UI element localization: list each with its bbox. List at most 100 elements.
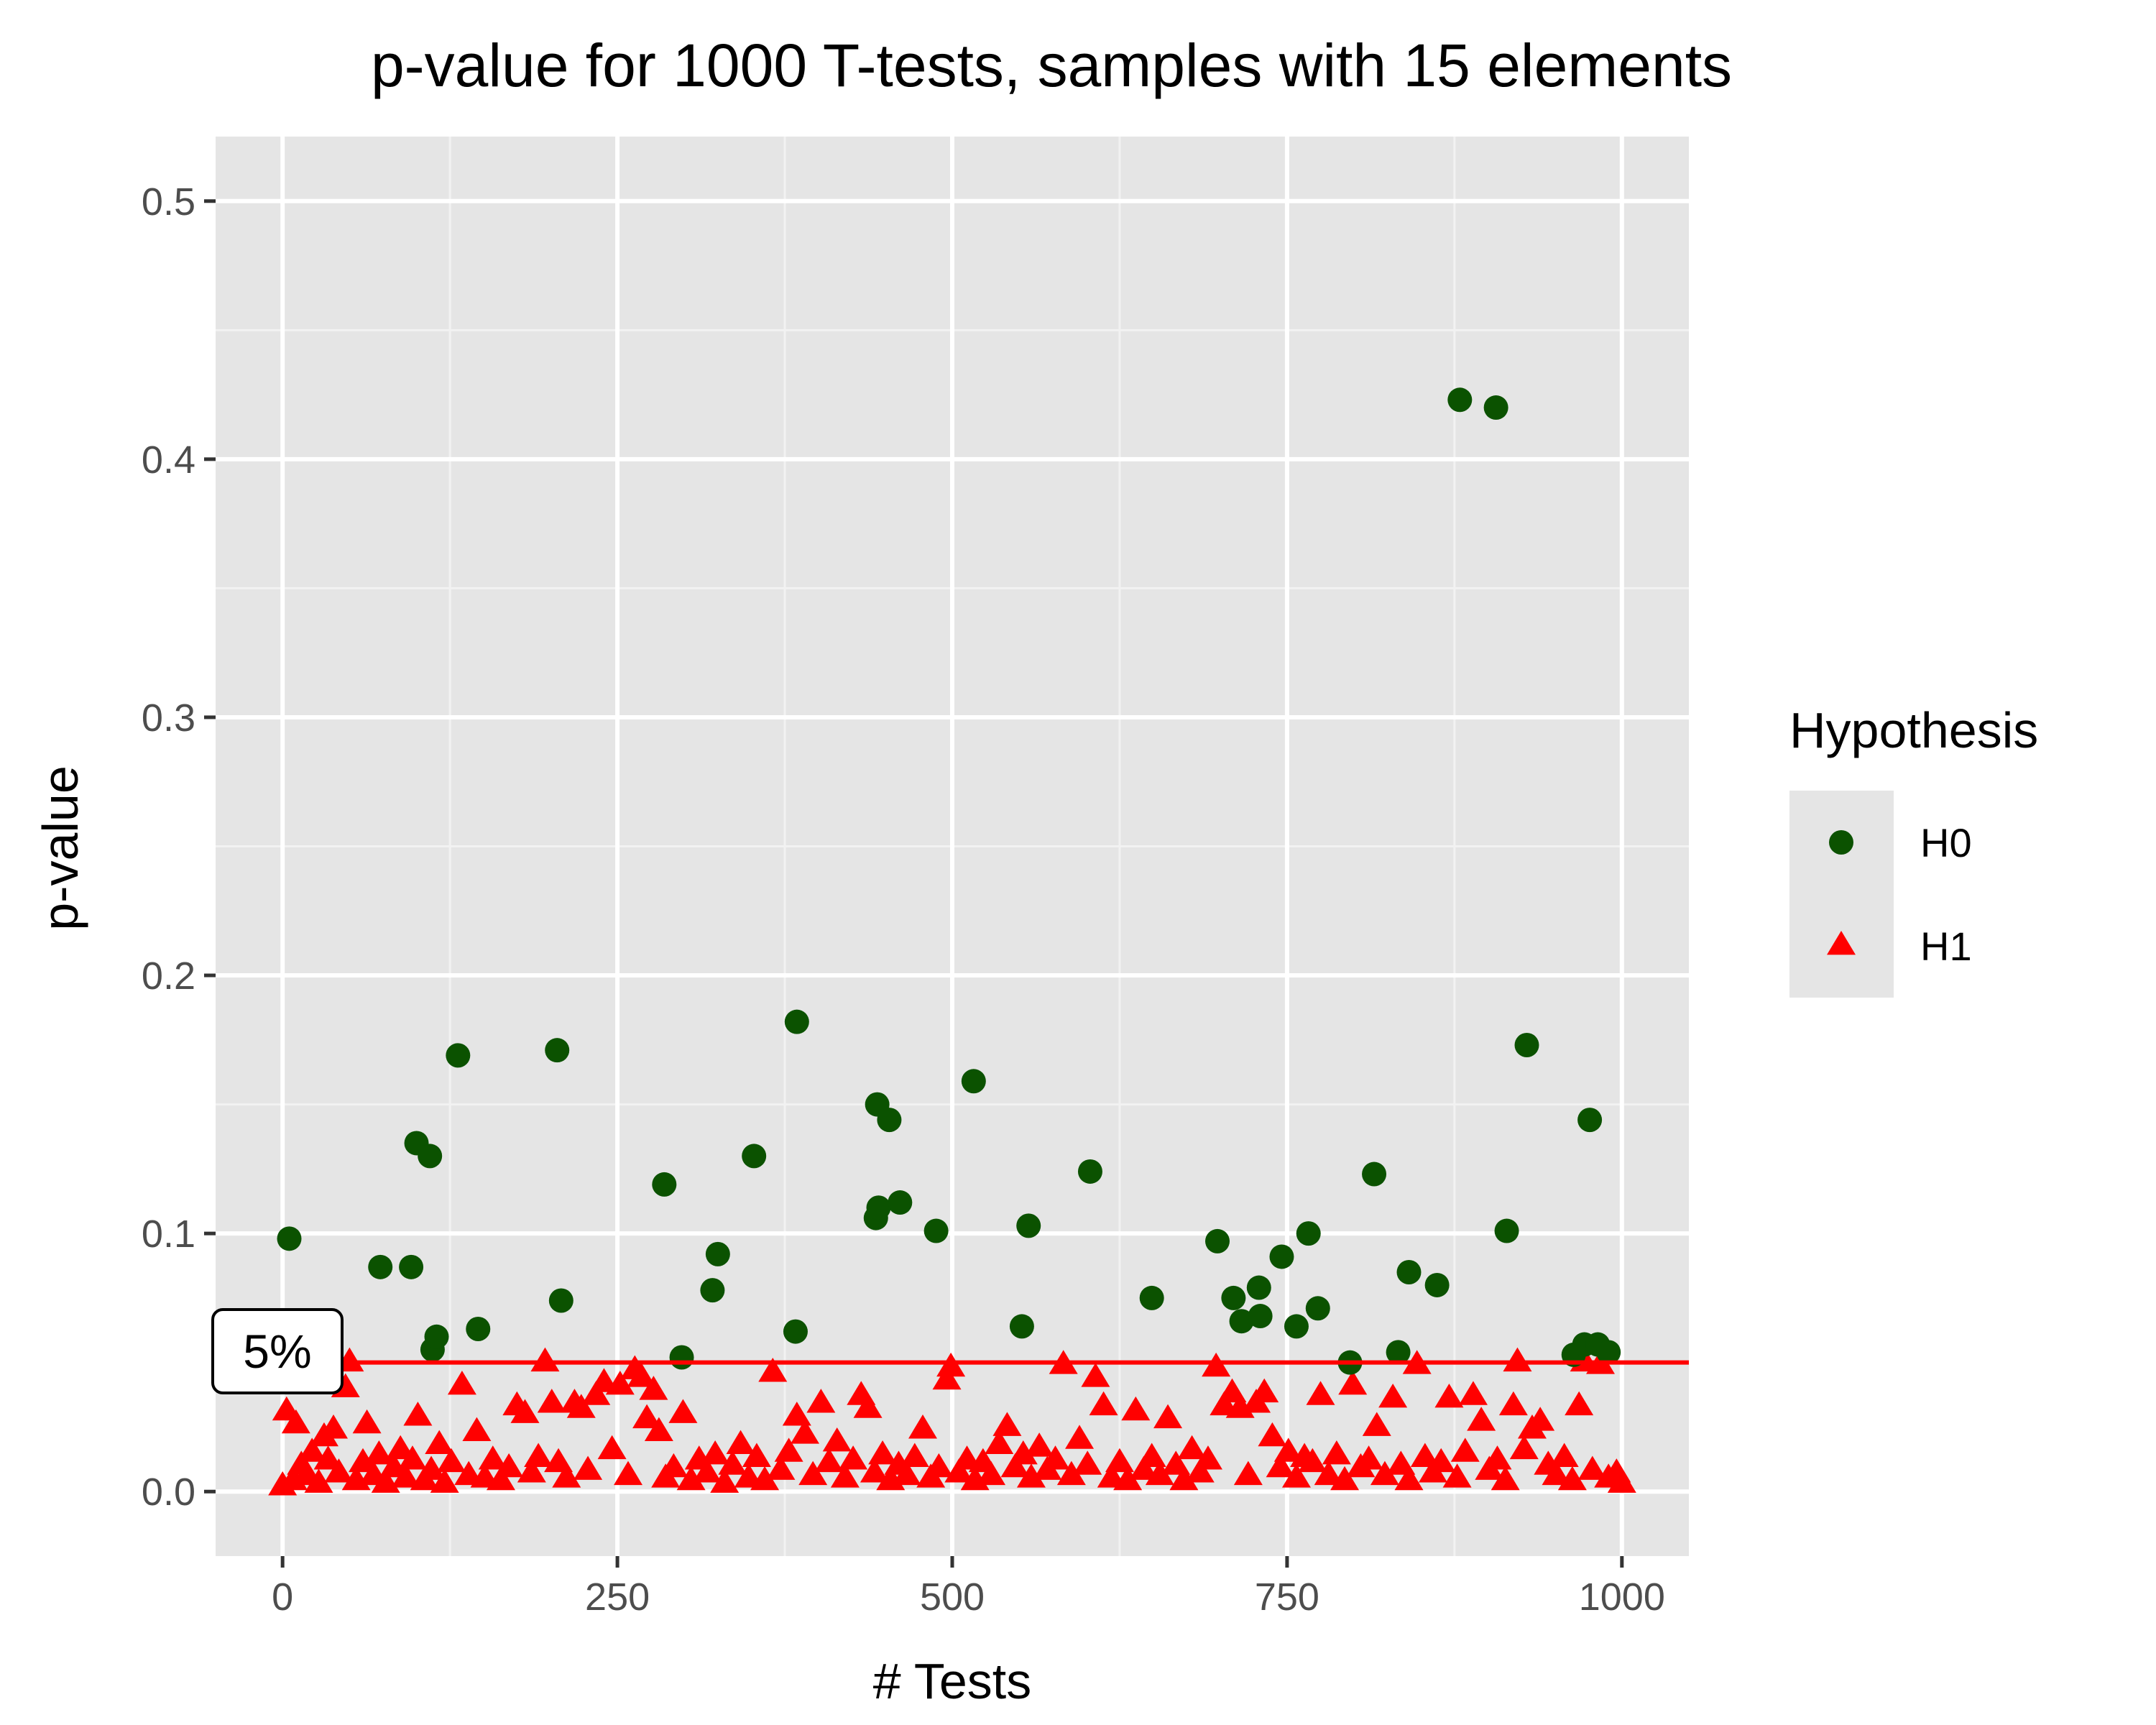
h0-point: [1447, 387, 1473, 413]
h0-point: [424, 1324, 449, 1349]
h1-point: [944, 1458, 974, 1483]
h1-point: [281, 1409, 310, 1434]
h1-point: [391, 1463, 420, 1488]
h0-point: [466, 1317, 491, 1341]
h1-point: [1467, 1407, 1496, 1431]
h0-point: [1577, 1108, 1603, 1133]
h1-point: [1338, 1371, 1368, 1395]
h1-point: [627, 1363, 656, 1387]
h1-point: [1378, 1383, 1408, 1408]
h1-point: [597, 1435, 627, 1460]
h1-point: [1491, 1466, 1520, 1491]
h1-point: [1577, 1455, 1607, 1480]
h0-point: [1305, 1296, 1330, 1321]
h0-point: [1514, 1033, 1539, 1057]
h0-point: [669, 1345, 694, 1370]
h1-point: [892, 1460, 921, 1486]
h1-point: [304, 1468, 333, 1493]
h1-point: [1266, 1453, 1295, 1478]
h0-point: [1139, 1285, 1164, 1310]
h1-point: [324, 1458, 354, 1483]
h0-point: [700, 1278, 725, 1303]
legend-items: H0 H1: [1827, 820, 1972, 969]
h1-point: [806, 1389, 836, 1413]
h1-point: [352, 1409, 382, 1434]
data-points: [268, 387, 1636, 1496]
h0-point: [1386, 1340, 1411, 1365]
h1-point: [924, 1453, 954, 1478]
threshold-line-group: 5%: [211, 1308, 1689, 1394]
h1-point: [319, 1414, 348, 1439]
h1-point: [1177, 1435, 1207, 1460]
h0-point: [1246, 1275, 1271, 1300]
h0-point: [545, 1038, 570, 1063]
h0-point: [399, 1254, 424, 1279]
h0-point: [961, 1069, 986, 1094]
h0-point: [418, 1144, 443, 1169]
y-tick-label: 0.1: [142, 1213, 195, 1256]
h1-point: [692, 1458, 722, 1483]
h1-point: [639, 1376, 668, 1400]
h1-point: [676, 1466, 706, 1491]
h0-point: [548, 1288, 573, 1313]
h0-point: [1205, 1228, 1230, 1254]
h1-point: [379, 1453, 408, 1478]
h1-point: [537, 1389, 566, 1413]
h1-point: [1503, 1347, 1532, 1372]
h0-point: [888, 1190, 913, 1215]
legend-key-h0: [1829, 830, 1853, 855]
h0-point: [1424, 1272, 1450, 1297]
h1-point: [581, 1381, 611, 1405]
h1-point: [1121, 1396, 1151, 1421]
h1-point: [1330, 1466, 1360, 1491]
x-tick-label: 500: [920, 1576, 985, 1619]
h1-point: [437, 1448, 466, 1473]
h1-point: [710, 1468, 740, 1493]
h1-point: [1105, 1448, 1134, 1473]
y-tick-label: 0.2: [142, 954, 195, 998]
h0-point: [1221, 1285, 1246, 1310]
x-tick-label: 250: [585, 1576, 650, 1619]
h1-point: [1306, 1381, 1335, 1405]
h1-point: [1370, 1460, 1399, 1486]
h0-point: [877, 1108, 902, 1133]
h1-point: [632, 1404, 662, 1429]
h1-point: [403, 1402, 433, 1426]
h1-point: [1450, 1438, 1480, 1462]
h1-point: [1008, 1440, 1038, 1465]
h0-point: [1296, 1221, 1321, 1246]
h1-point: [742, 1443, 771, 1467]
h1-point: [573, 1455, 603, 1480]
h1-point: [1483, 1445, 1512, 1470]
legend-label-h1: H1: [1920, 924, 1972, 969]
y-tick-label: 0.4: [142, 438, 195, 482]
h1-point: [668, 1399, 698, 1423]
y-tick-label: 0.3: [142, 696, 195, 740]
h1-point: [1185, 1458, 1215, 1483]
h1-point: [977, 1460, 1006, 1486]
h0-point: [652, 1172, 677, 1197]
legend-label-h0: H0: [1920, 820, 1972, 865]
h1-point: [614, 1460, 642, 1486]
h1-point: [1427, 1448, 1456, 1473]
h1-point: [1169, 1466, 1199, 1491]
h1-point: [1362, 1412, 1391, 1436]
h0-point: [784, 1009, 809, 1034]
h1-point: [1073, 1450, 1102, 1475]
h1-point: [1281, 1463, 1311, 1488]
threshold-label: 5%: [243, 1325, 311, 1378]
h1-point: [1322, 1440, 1351, 1465]
h1-point: [1065, 1425, 1095, 1449]
x-axis-title: # Tests: [873, 1653, 1032, 1709]
h1-point: [1153, 1404, 1183, 1429]
h1-point: [1056, 1460, 1086, 1486]
h1-point: [494, 1453, 524, 1478]
h1-point: [1434, 1383, 1464, 1408]
h1-point: [530, 1347, 560, 1372]
h1-point: [313, 1445, 343, 1470]
h1-point: [364, 1440, 394, 1465]
h1-point: [1258, 1422, 1287, 1447]
h0-point: [783, 1319, 808, 1344]
h0-point: [368, 1254, 393, 1279]
h1-point: [830, 1463, 860, 1488]
